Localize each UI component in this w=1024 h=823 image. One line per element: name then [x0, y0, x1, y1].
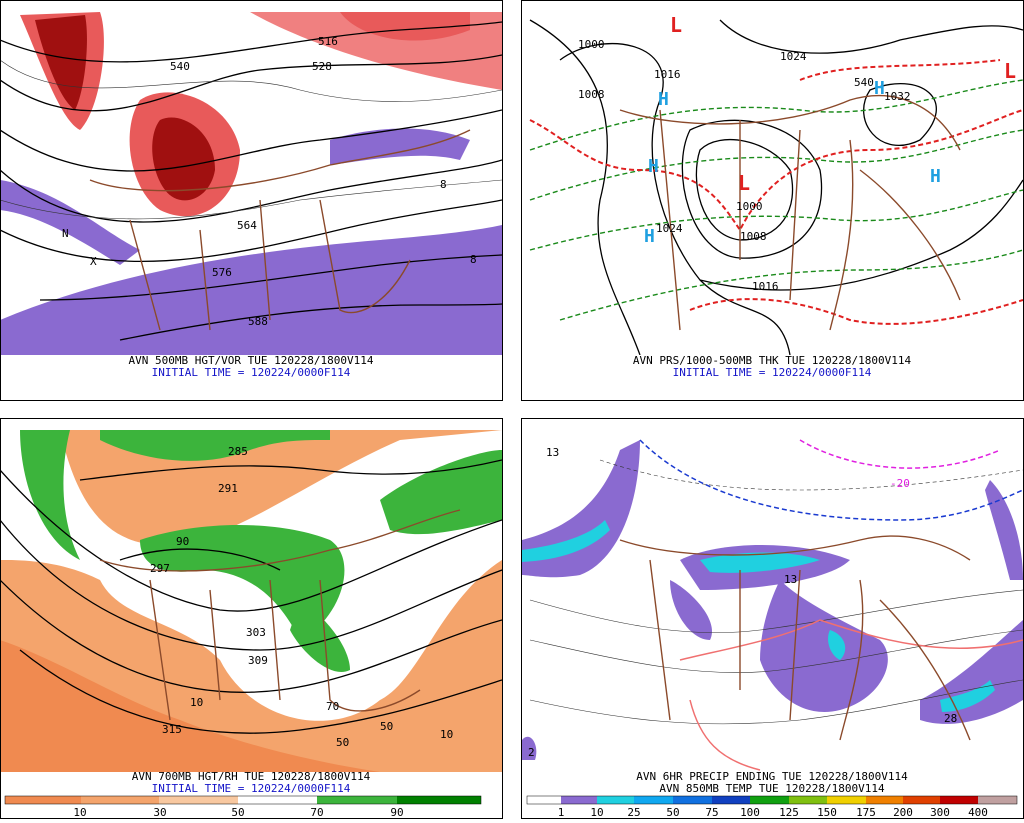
isobar-label: 1032 [884, 90, 911, 103]
temp-label: 28 [944, 712, 957, 725]
contour-label: 291 [218, 482, 238, 495]
pressure-center: H [930, 166, 941, 187]
contour-label: 588 [248, 315, 268, 328]
isobar-label: 1024 [656, 222, 683, 235]
isobar-label: 1024 [780, 50, 807, 63]
caption: INITIAL TIME = 120224/0000F114 [152, 782, 351, 795]
isobar-label: 1016 [752, 280, 779, 293]
contour-label: 564 [237, 219, 257, 232]
contour-label: 8 [470, 253, 477, 266]
contour-label: 297 [150, 562, 170, 575]
colorbar-label: 150 [817, 806, 837, 819]
pressure-center: L [738, 171, 750, 195]
map-500mb: 540 528 516 564 576 588 N X 8 8 [1, 12, 502, 355]
pressure-center: H [658, 89, 669, 110]
rh-label: 50 [380, 720, 393, 733]
colorbar-label: 90 [390, 806, 403, 819]
colorbar-label: 50 [666, 806, 679, 819]
pressure-center: L [670, 13, 682, 37]
colorbar-label: 1 [558, 806, 565, 819]
colorbar-label: 75 [705, 806, 718, 819]
rh-label: 70 [326, 700, 339, 713]
caption: AVN 500MB HGT/VOR TUE 120228/1800V114 [128, 354, 373, 367]
rh-label: 10 [440, 728, 453, 741]
caption: AVN 850MB TEMP TUE 120228/1800V114 [659, 782, 885, 795]
colorbar [4, 795, 482, 805]
rh-label: 10 [190, 696, 203, 709]
caption: INITIAL TIME = 120224/0000F114 [152, 366, 351, 379]
colorbar [526, 795, 1018, 805]
pressure-center: H [874, 78, 885, 99]
colorbar-label: 125 [779, 806, 799, 819]
contour-label: 576 [212, 266, 232, 279]
contour-label: 540 [170, 60, 190, 73]
pressure-center: H [648, 156, 659, 177]
caption: AVN 700MB HGT/RH TUE 120228/1800V114 [132, 770, 371, 783]
contour-label: 315 [162, 723, 182, 736]
pressure-center: L [1004, 59, 1016, 83]
contour-label: 309 [248, 654, 268, 667]
isobar-label: 1000 [736, 200, 763, 213]
colorbar-label: 10 [73, 806, 86, 819]
panel-frame [0, 0, 503, 401]
contour-label: X [90, 255, 97, 268]
caption: AVN PRS/1000-500MB THK TUE 120228/1800V1… [633, 354, 912, 367]
contour-label: 8 [440, 178, 447, 191]
colorbar-label: 70 [310, 806, 323, 819]
colorbar-label: 300 [930, 806, 950, 819]
temp-label: -20 [890, 477, 910, 490]
colorbar-label: 50 [231, 806, 244, 819]
rh-label: 50 [336, 736, 349, 749]
contour-label: 516 [318, 35, 338, 48]
contour-label: 303 [246, 626, 266, 639]
map-precip: 13 -20 28 2 13 [522, 430, 1023, 772]
isobar-label: 1016 [654, 68, 681, 81]
colorbar-label: 25 [627, 806, 640, 819]
colorbar-label: 10 [590, 806, 603, 819]
caption: AVN 6HR PRECIP ENDING TUE 120228/1800V11… [636, 770, 908, 783]
temp-label: 2 [528, 746, 535, 759]
temp-label: 13 [784, 573, 797, 586]
contour-label: N [62, 227, 69, 240]
colorbar-label: 30 [153, 806, 166, 819]
map-pressure: L L L H H H H H 1000 1016 1008 1024 1032… [522, 12, 1023, 355]
map-700mb: 285 291 297 303 309 315 90 70 50 50 10 1… [1, 430, 502, 772]
pressure-center: H [644, 226, 655, 247]
colorbar-label: 200 [893, 806, 913, 819]
contour-label: 285 [228, 445, 248, 458]
caption: INITIAL TIME = 120224/0000F114 [673, 366, 872, 379]
thickness-label: 540 [854, 76, 874, 89]
isobar-label: 1008 [740, 230, 767, 243]
isobar-label: 1008 [578, 88, 605, 101]
temp-label: 13 [546, 446, 559, 459]
isobar-label: 1000 [578, 38, 605, 51]
colorbar-label: 100 [740, 806, 760, 819]
contour-label: 528 [312, 60, 332, 73]
colorbar-label: 175 [856, 806, 876, 819]
colorbar-label: 400 [968, 806, 988, 819]
rh-label: 90 [176, 535, 189, 548]
